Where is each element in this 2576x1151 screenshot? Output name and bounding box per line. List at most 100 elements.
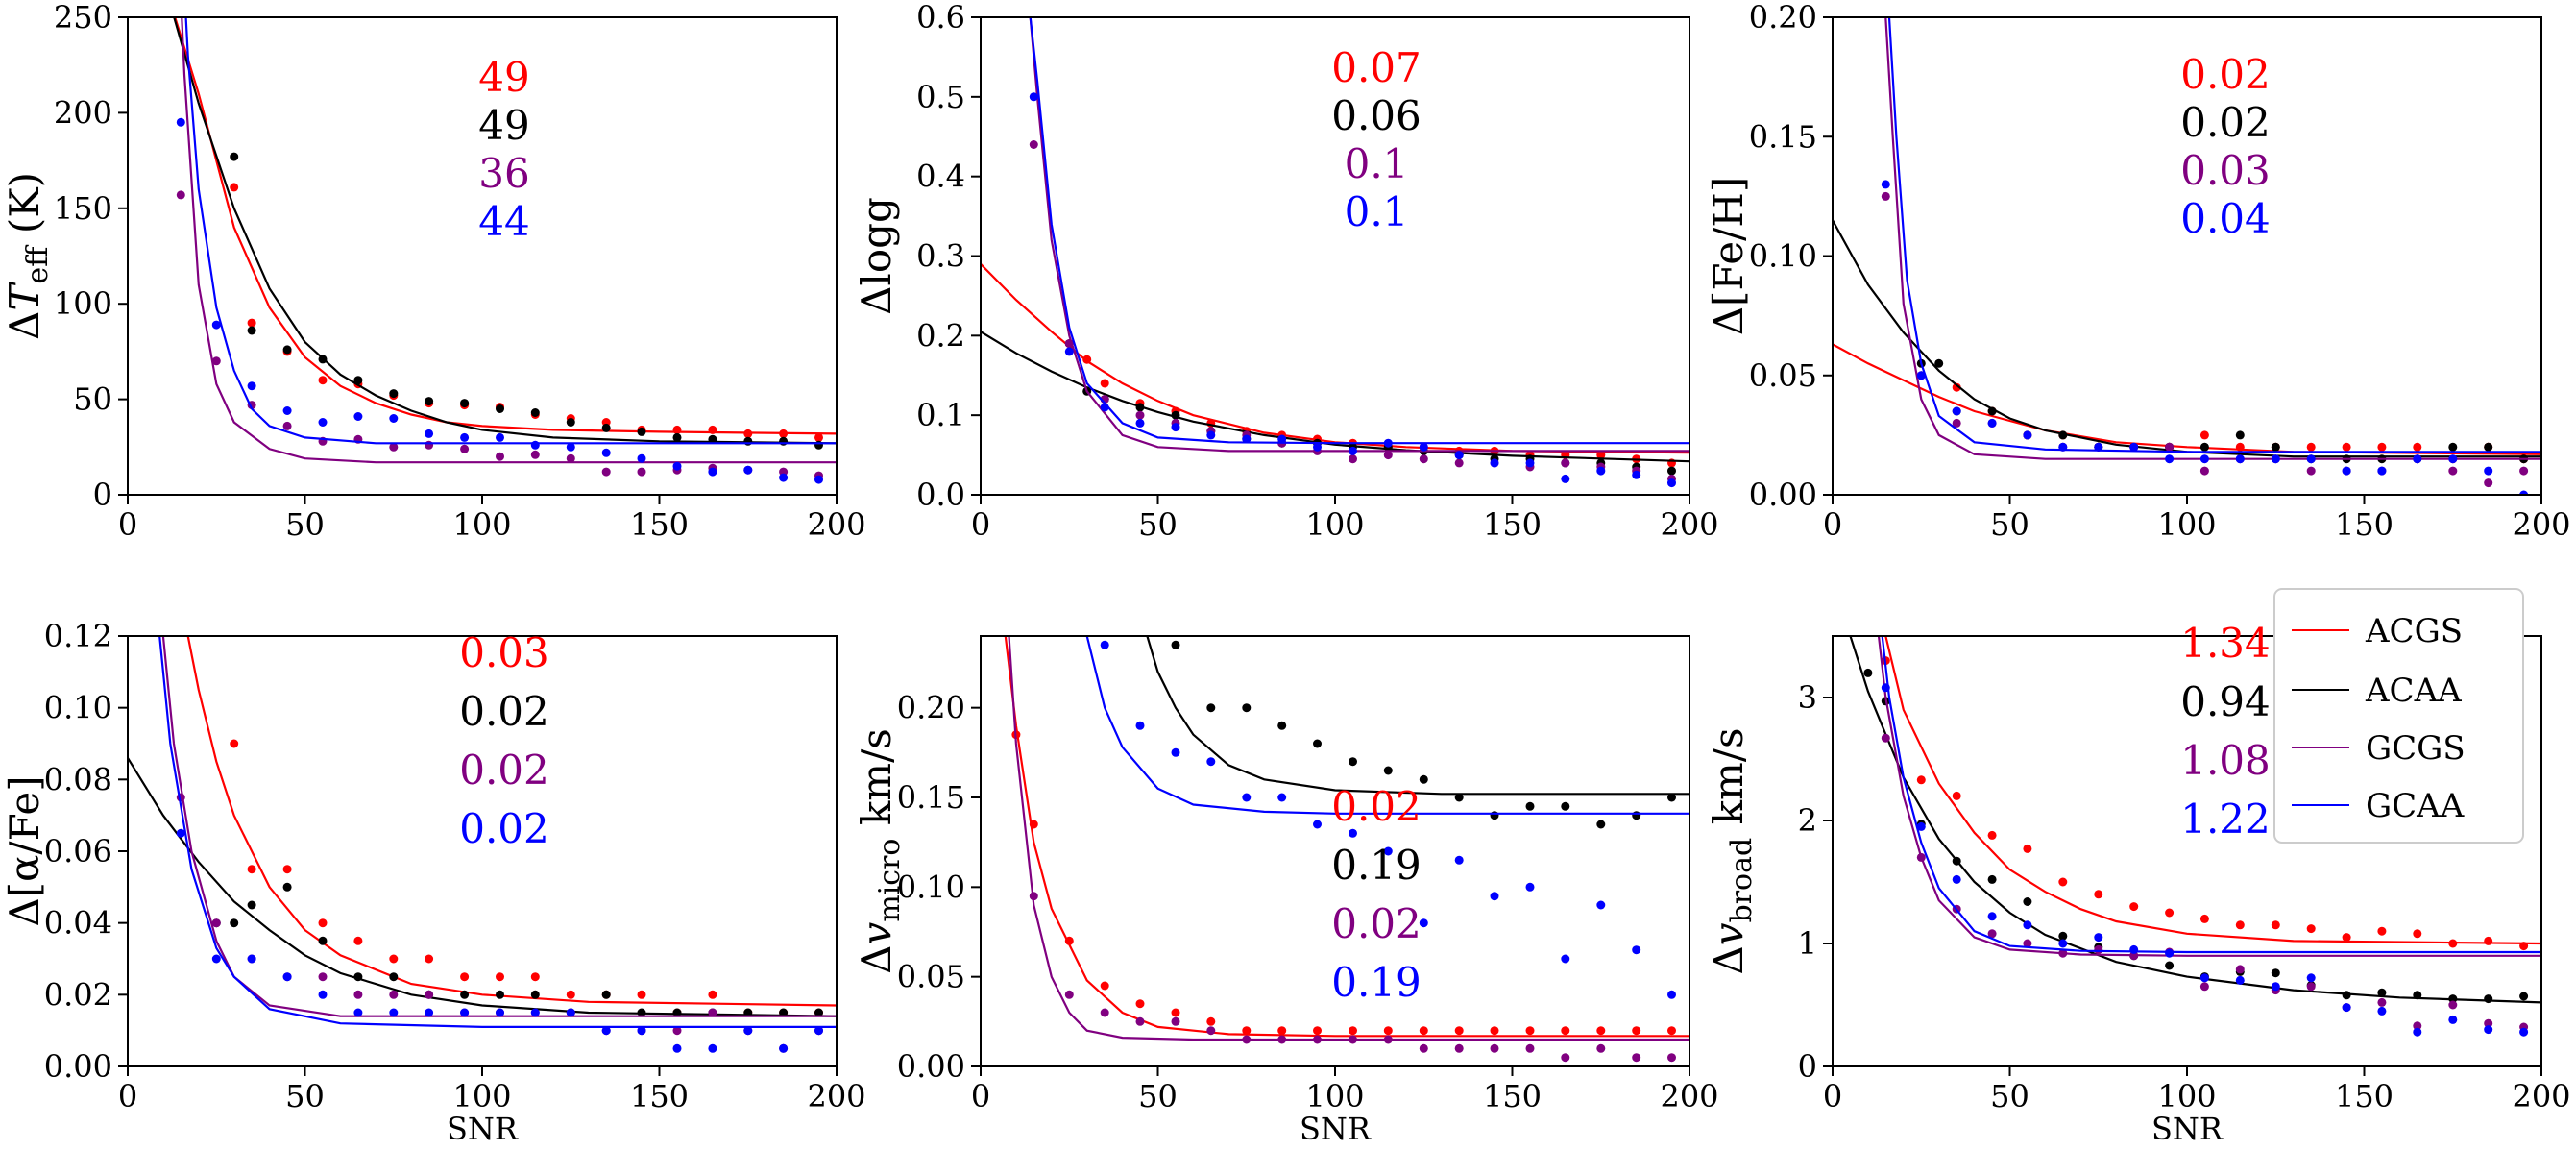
- x-tick-label: 100: [452, 1078, 511, 1114]
- panel-3: 0 50 100 150 200 0.00 0.05 0.10 0.15 0.20 Δ[Fe/H] 0…: [1705, 0, 2571, 543]
- data-point-acaa: [2271, 968, 2280, 978]
- data-point-gcaa: [2165, 454, 2175, 464]
- data-point-gcgs: [530, 450, 540, 459]
- x-axis-label: SNR: [447, 1111, 519, 1147]
- data-point-gcaa: [2094, 933, 2103, 943]
- noise-value-acgs: 0.03: [459, 629, 549, 676]
- fit-line-gcaa: [1887, 17, 2541, 453]
- data-point-acgs: [2199, 430, 2209, 440]
- data-point-gcgs: [389, 990, 399, 999]
- data-point-gcaa: [1561, 954, 1570, 964]
- data-point-gcaa: [2377, 1006, 2387, 1016]
- data-point-acgs: [1525, 1026, 1535, 1036]
- noise-value-gcgs: 36: [478, 150, 529, 197]
- data-point-acaa: [282, 882, 292, 892]
- data-point-acaa: [637, 427, 646, 436]
- fit-line-acgs: [1884, 636, 2541, 945]
- data-point-gcaa: [708, 467, 717, 477]
- y-tick-label: 0.12: [44, 618, 112, 654]
- x-tick-label: 50: [1138, 1078, 1178, 1114]
- data-point-gcaa: [1100, 403, 1109, 412]
- data-point-acaa: [1987, 406, 1997, 416]
- noise-value-acaa: 0.02: [459, 688, 549, 735]
- x-tick-label: 200: [807, 506, 865, 543]
- legend-entry-gcaa: GCAA: [2292, 787, 2465, 825]
- data-point-gcaa: [1135, 418, 1145, 428]
- data-point-acgs: [1561, 1026, 1570, 1036]
- data-point-gcgs: [211, 918, 221, 928]
- data-point-gcaa: [2199, 973, 2209, 983]
- x-tick-label: 50: [1990, 506, 2029, 543]
- data-point-gcaa: [1383, 438, 1393, 448]
- data-point-gcaa: [2519, 1027, 2529, 1037]
- data-point-acgs: [779, 429, 789, 438]
- data-point-acaa: [1561, 801, 1570, 811]
- data-point-acgs: [1632, 1026, 1641, 1036]
- data-point-gcaa: [1419, 442, 1428, 452]
- data-point-gcaa: [1881, 683, 1890, 693]
- data-point-gcaa: [1100, 640, 1109, 649]
- data-point-gcaa: [566, 1008, 575, 1017]
- data-point-gcgs: [1632, 1053, 1641, 1063]
- y-tick-label: 3: [1798, 679, 1817, 716]
- data-point-acaa: [230, 152, 239, 161]
- data-point-acgs: [2165, 908, 2175, 918]
- data-point-gcaa: [2165, 948, 2175, 958]
- data-point-gcaa: [637, 1026, 646, 1036]
- noise-value-gcgs: 1.08: [2180, 737, 2271, 784]
- data-point-acaa: [389, 389, 399, 399]
- fit-line-acgs: [174, 17, 837, 435]
- data-point-gcaa: [2129, 442, 2139, 452]
- data-point-gcaa: [601, 448, 611, 457]
- data-point-gcaa: [2023, 920, 2032, 930]
- data-point-gcaa: [601, 1026, 611, 1036]
- noise-value-gcaa: 1.22: [2180, 796, 2271, 843]
- noise-value-acaa: 0.19: [1331, 842, 1422, 889]
- y-tick-label: 150: [54, 190, 112, 227]
- data-point-acgs: [1135, 999, 1145, 1009]
- noise-value-gcaa: 0.19: [1331, 959, 1422, 1006]
- legend-entry-gcgs: GCGS: [2292, 729, 2466, 768]
- noise-value-gcgs: 0.1: [1345, 140, 1409, 187]
- data-point-acgs: [2129, 902, 2139, 912]
- fit-line-gcgs: [1008, 636, 1689, 1041]
- y-tick-label: 0.00: [1749, 477, 1817, 513]
- noise-value-gcaa: 0.02: [459, 805, 549, 852]
- data-point-gcaa: [2377, 466, 2387, 476]
- data-point-acgs: [1667, 1026, 1676, 1036]
- legend-entry-acaa: ACAA: [2292, 672, 2462, 710]
- data-point-gcaa: [1313, 442, 1322, 452]
- data-point-acaa: [247, 900, 256, 910]
- plot-area: [173, 17, 837, 484]
- data-point-gcgs: [1064, 990, 1074, 999]
- data-point-gcaa: [1171, 747, 1180, 757]
- x-tick-label: 50: [285, 506, 325, 543]
- data-point-acgs: [2235, 442, 2245, 452]
- legend-entry-acgs: ACGS: [2292, 612, 2463, 650]
- data-point-gcaa: [496, 432, 504, 442]
- x-tick-label: 200: [2512, 1078, 2570, 1114]
- panel-1: 0 50 100 150 200 0 50 100 150 200 250 ΔTeff (K) 4949…: [1, 0, 866, 543]
- y-tick-label: 200: [54, 94, 112, 131]
- data-point-gcaa: [460, 1008, 470, 1017]
- data-point-gcaa: [1029, 92, 1038, 102]
- data-point-acgs: [2377, 926, 2387, 936]
- data-point-acaa: [460, 399, 470, 408]
- y-tick-label: 50: [73, 381, 112, 418]
- data-point-gcaa: [708, 1043, 717, 1053]
- data-point-gcaa: [389, 414, 399, 423]
- data-point-gcaa: [2271, 982, 2280, 992]
- x-tick-label: 100: [1305, 1078, 1364, 1114]
- fit-line-acaa: [173, 17, 837, 445]
- data-point-acgs: [1916, 775, 1926, 785]
- data-point-acaa: [2484, 442, 2493, 452]
- data-point-acaa: [672, 1008, 682, 1017]
- data-point-acgs: [1029, 820, 1038, 829]
- y-tick-label: 1: [1798, 925, 1817, 962]
- data-point-acgs: [672, 425, 682, 434]
- data-point-gcgs: [2413, 1021, 2422, 1031]
- data-point-gcgs: [1561, 458, 1570, 468]
- y-tick-label: 100: [54, 285, 112, 322]
- data-point-gcgs: [2023, 939, 2032, 948]
